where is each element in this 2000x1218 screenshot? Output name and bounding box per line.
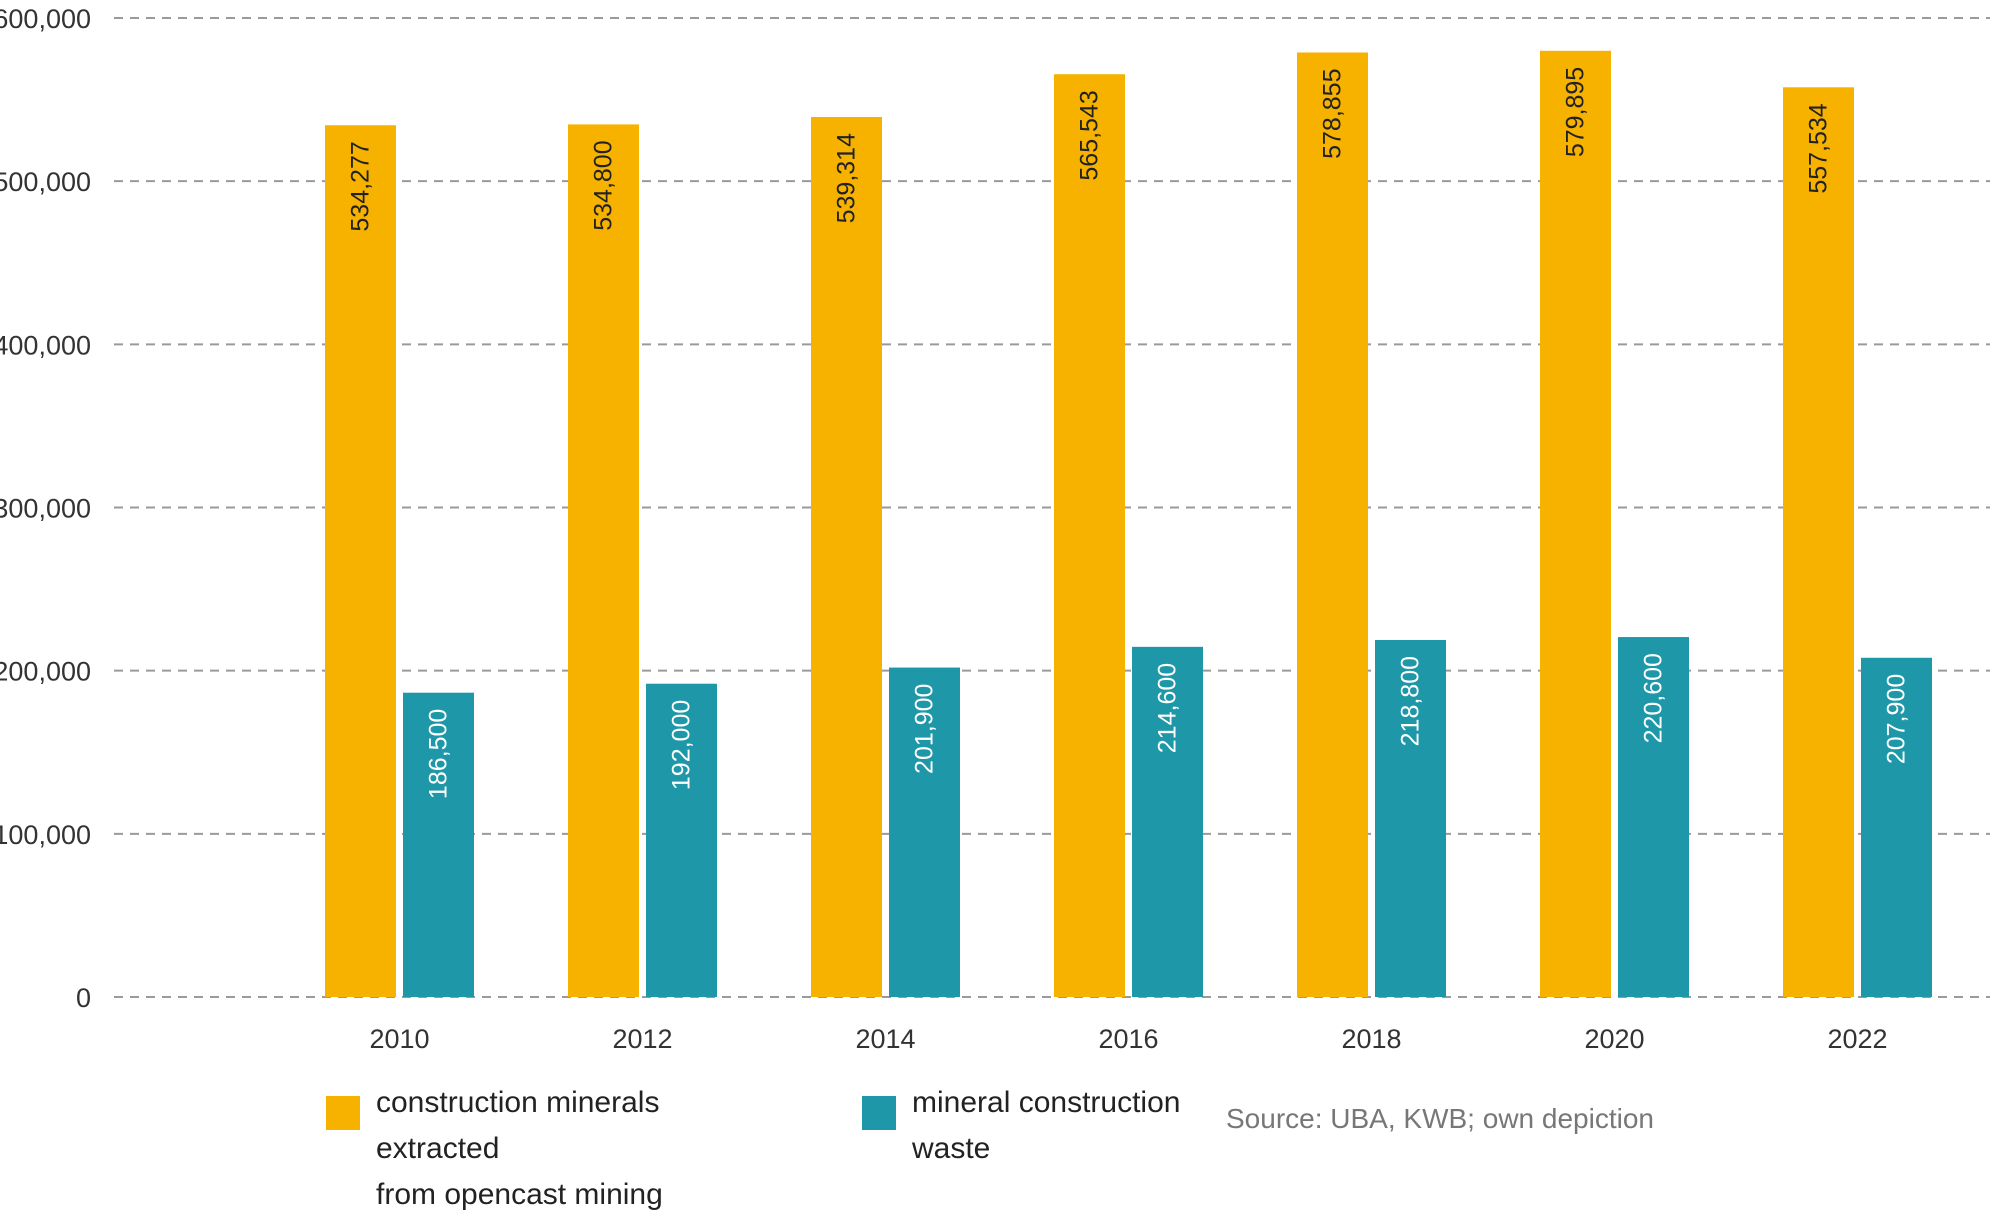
bar-minerals [325,125,396,997]
x-tick-label: 2012 [612,1024,672,1054]
bar-data-label: 218,800 [1397,656,1425,746]
bar-chart: 0 100,000 200,000 300,000 400,000 500,000 600,… [0,4,1990,1054]
legend-label-waste-line1: mineral construction [912,1086,1181,1119]
legend-item-waste: mineral construction waste [862,1080,1212,1172]
bar-data-label: 534,800 [590,140,618,230]
legend-swatch-minerals [326,1096,360,1130]
source-note: Source: UBA, KWB; own depiction [1226,1103,1654,1134]
bar-data-label: 214,600 [1154,663,1182,753]
x-tick-label: 2018 [1341,1024,1401,1054]
bar-data-label: 186,500 [425,709,453,799]
x-tick-label: 2022 [1827,1024,1887,1054]
bar-waste [646,683,717,997]
bar-waste [403,692,474,997]
legend-label-minerals-line1: construction minerals extracted [376,1086,660,1165]
y-tick-label: 600,000 [0,4,91,34]
y-axis-ticks: 0 100,000 200,000 300,000 400,000 500,000 600,… [0,4,91,1013]
bar-data-label: 201,900 [911,684,939,774]
bar-minerals [1297,52,1368,998]
bar-data-label: 557,534 [1805,103,1833,193]
bar-minerals [568,124,639,998]
legend-swatch-waste [862,1096,896,1130]
bar-data-label: 539,314 [833,133,861,223]
bar-data-label: 207,900 [1883,674,1911,764]
x-axis-ticks: 2010 2012 2014 2016 2018 2020 2022 [369,1024,1887,1054]
bar-data-label: 578,855 [1319,69,1347,159]
x-tick-label: 2020 [1584,1024,1644,1054]
y-tick-label: 500,000 [0,167,91,197]
bar-waste [1375,639,1446,997]
bar-data-label: 565,543 [1076,90,1104,180]
y-tick-label: 400,000 [0,330,91,360]
bar-waste [1618,637,1689,997]
bar-minerals [811,117,882,997]
legend-label-waste-line2: waste [912,1132,991,1165]
y-tick-label: 100,000 [0,820,91,850]
bar-minerals [1054,74,1125,997]
legend-label-minerals-line2: from opencast mining [376,1178,663,1211]
bars: 534,277 186,500 534,800 192,000 539,314 201,9… [325,50,1932,998]
y-tick-label: 0 [76,983,91,1013]
bar-data-label: 534,277 [347,141,375,231]
y-tick-label: 200,000 [0,657,91,687]
bar-waste [1861,657,1932,997]
bar-waste [1132,646,1203,997]
y-tick-label: 300,000 [0,494,91,524]
x-tick-label: 2010 [369,1024,429,1054]
bar-minerals [1783,87,1854,998]
bar-minerals [1540,50,1611,997]
bar-waste [889,667,960,997]
bar-data-label: 220,600 [1640,653,1668,743]
x-tick-label: 2016 [1098,1024,1158,1054]
bar-data-label: 192,000 [668,700,696,790]
bar-data-label: 579,895 [1562,67,1590,157]
legend-item-minerals: construction minerals extracted from ope… [326,1080,756,1218]
x-tick-label: 2014 [855,1024,915,1054]
